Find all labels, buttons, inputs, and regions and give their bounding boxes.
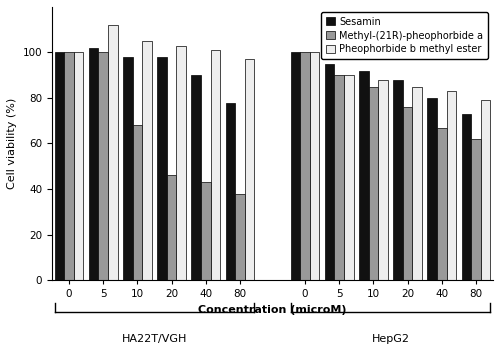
Bar — [54, 52, 64, 280]
Bar — [446, 91, 456, 280]
Bar — [412, 87, 422, 280]
Bar — [325, 64, 334, 280]
Text: HA22T/VGH: HA22T/VGH — [122, 334, 187, 344]
Bar — [157, 57, 167, 280]
Bar — [235, 194, 244, 280]
Bar — [142, 41, 152, 280]
Legend: Sesamin, Methyl-(21R)-pheophorbide a, Pheophorbide b methyl ester: Sesamin, Methyl-(21R)-pheophorbide a, Ph… — [321, 12, 488, 59]
Bar — [201, 182, 210, 280]
Bar — [462, 114, 471, 280]
Bar — [393, 80, 403, 280]
Bar — [471, 139, 480, 280]
Bar — [480, 100, 490, 280]
Bar — [167, 175, 176, 280]
Bar — [359, 71, 368, 280]
Bar — [210, 50, 220, 280]
Bar — [74, 52, 84, 280]
Bar — [403, 107, 412, 280]
Bar — [98, 52, 108, 280]
Bar — [123, 57, 132, 280]
Bar — [192, 75, 201, 280]
Bar — [344, 75, 354, 280]
Text: HepG2: HepG2 — [372, 334, 410, 344]
Bar — [176, 46, 186, 280]
X-axis label: Concentration (microM): Concentration (microM) — [198, 304, 346, 314]
Bar — [108, 25, 118, 280]
Bar — [290, 52, 300, 280]
Bar — [226, 103, 235, 280]
Bar — [244, 59, 254, 280]
Y-axis label: Cell viability (%): Cell viability (%) — [7, 98, 17, 189]
Bar — [368, 87, 378, 280]
Bar — [437, 127, 446, 280]
Bar — [310, 52, 320, 280]
Bar — [378, 80, 388, 280]
Bar — [300, 52, 310, 280]
Bar — [64, 52, 74, 280]
Bar — [132, 125, 142, 280]
Bar — [428, 98, 437, 280]
Bar — [334, 75, 344, 280]
Bar — [89, 48, 99, 280]
